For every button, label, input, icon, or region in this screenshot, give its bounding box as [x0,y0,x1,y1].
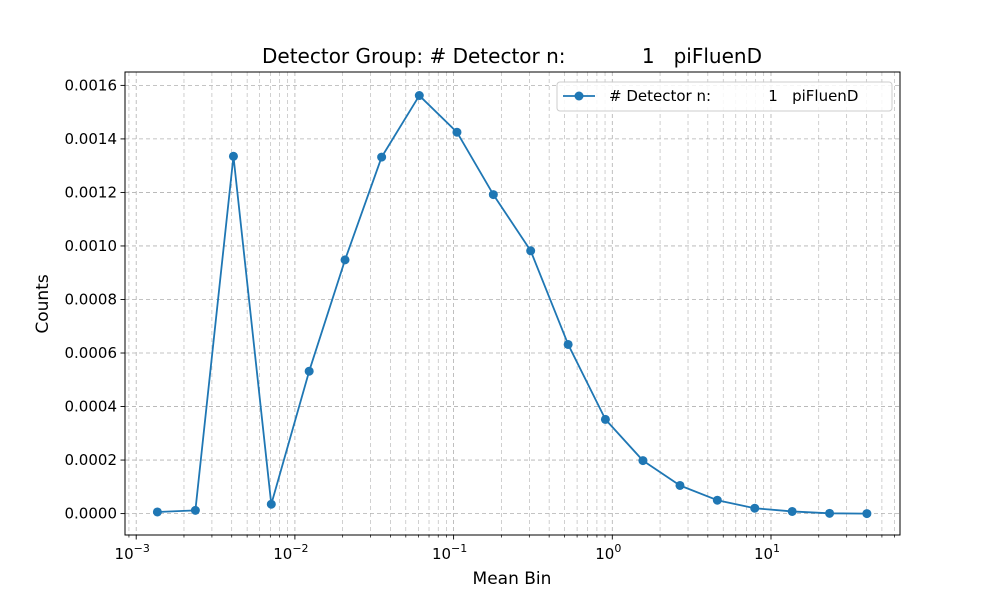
data-point [638,456,648,466]
x-tick-label: 10−1 [432,542,467,563]
legend-box [556,81,893,112]
legend: # Detector n: 1 piFluenD [556,81,893,112]
data-point [414,91,424,101]
x-axis-label: Mean Bin [473,569,552,589]
data-point [488,190,498,200]
series-layer [152,91,872,519]
y-tick-label: 0.0006 [65,344,118,362]
data-point [675,480,685,490]
data-point [304,366,314,376]
y-tick-label: 0.0010 [65,237,118,255]
tick-layer: 10−3 10−2 10−1 100 101 0.0000 0.0002 0.0004 0.00… [65,76,895,563]
x-tick-label: 10−2 [273,542,308,563]
data-point [862,509,872,519]
grid-layer [125,72,900,535]
data-point [825,508,835,518]
data-point [712,495,722,505]
data-point [152,507,162,517]
chart-title: Detector Group: # Detector n: 1 piFluenD [262,44,762,68]
data-point [787,506,797,516]
x-tick-label: 100 [595,542,621,563]
data-point [190,505,200,515]
data-point [266,499,276,509]
y-tick-label: 0.0012 [65,183,118,201]
data-point [526,246,536,256]
legend-label: # Detector n: 1 piFluenD [609,87,858,105]
data-point [228,151,238,161]
data-point [600,414,610,424]
x-tick-label: 101 [754,542,780,563]
plot-frame [124,71,901,536]
data-point [750,503,760,513]
y-tick-label: 0.0014 [65,130,118,148]
y-tick-label: 0.0008 [65,290,118,308]
y-axis-label: Counts [33,274,53,333]
x-tick-label: 10−3 [115,542,150,563]
y-tick-label: 0.0004 [65,398,118,416]
y-tick-label: 0.0000 [65,505,118,523]
data-point [377,152,387,162]
data-point [452,127,462,137]
legend-marker-swatch [574,91,584,101]
y-tick-label: 0.0002 [65,451,118,469]
series-line [157,94,867,515]
data-point [340,255,350,265]
data-point [563,339,573,349]
y-tick-label: 0.0016 [65,76,118,94]
